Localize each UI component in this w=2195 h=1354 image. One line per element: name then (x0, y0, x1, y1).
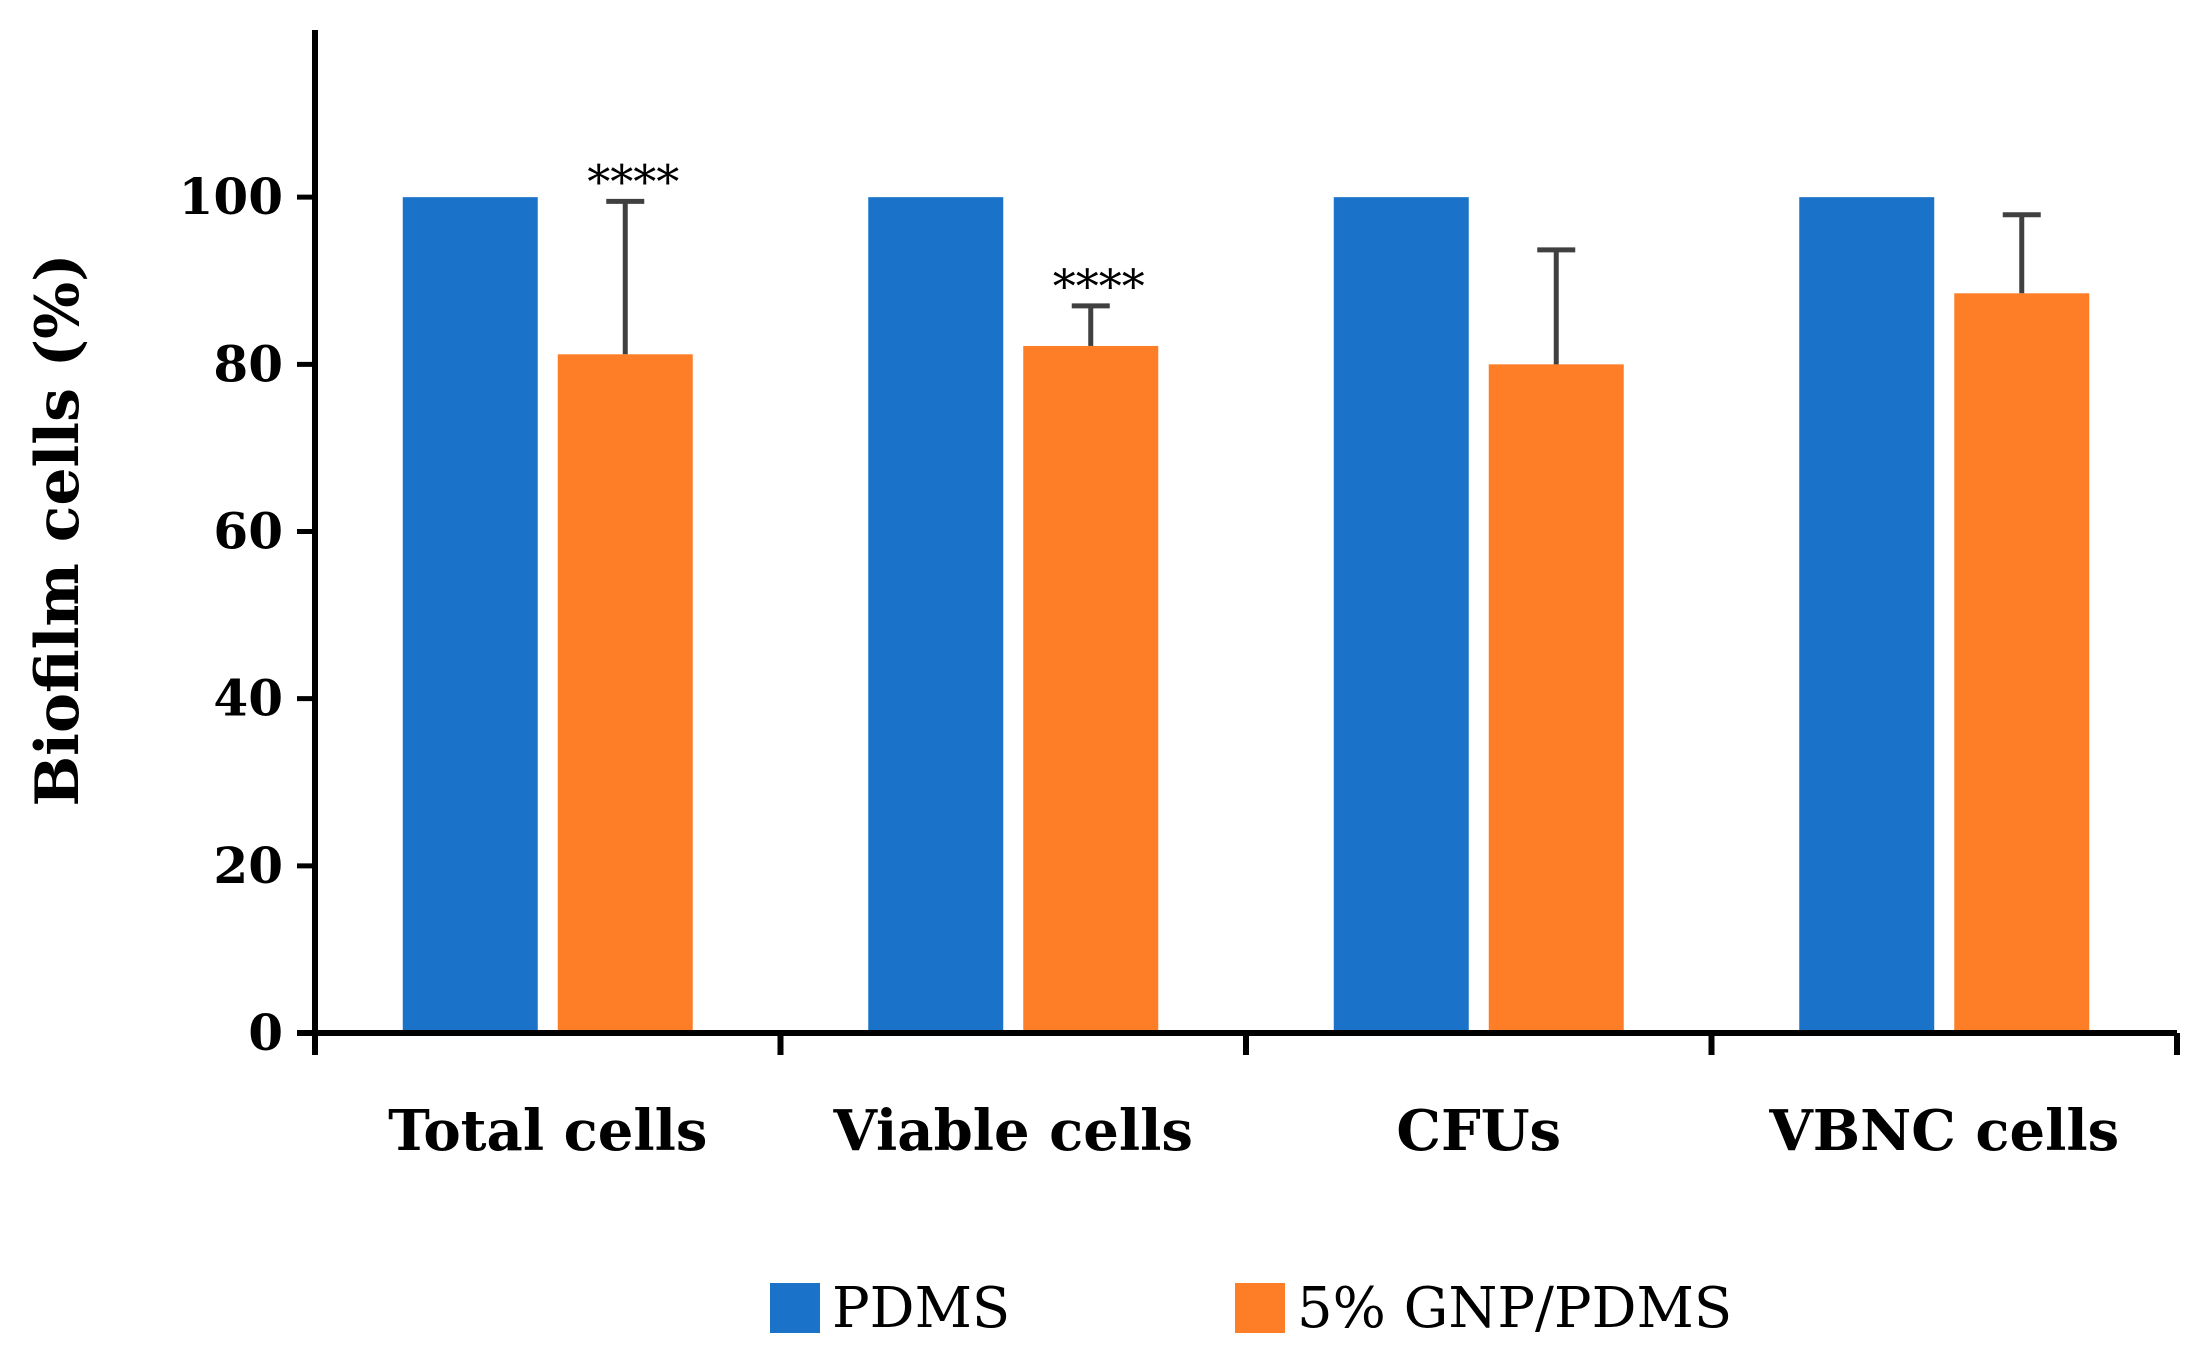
x-category-label: CFUs (1396, 1098, 1561, 1164)
significance-label-0: **** (587, 154, 679, 208)
significance-label-1: **** (1053, 259, 1145, 313)
x-axis: Total cells Viable cells CFUs VBNC cells (297, 1030, 2180, 1164)
bars-layer (402, 197, 2090, 1034)
y-tick-label: 0 (248, 1003, 283, 1062)
legend-swatch-pdms (770, 1283, 820, 1333)
y-tick-label: 60 (213, 502, 283, 561)
bar-gnp-pdms-2 (1488, 364, 1624, 1033)
y-axis-title: Biofilm cells (%) (23, 253, 93, 806)
bar-pdms-1 (868, 197, 1004, 1033)
legend-swatch-gnp-pdms (1235, 1283, 1285, 1333)
bar-pdms-0 (402, 197, 538, 1033)
legend-label-pdms: PDMS (832, 1276, 1010, 1341)
y-tick-label: 100 (179, 167, 283, 226)
y-axis: 0 20 40 60 80 100 (179, 30, 318, 1062)
legend-label-gnp-pdms: 5% GNP/PDMS (1297, 1276, 1732, 1341)
y-tick-label: 80 (213, 334, 283, 393)
y-tick-label: 20 (213, 836, 283, 895)
error-bars-layer: **** **** (587, 154, 2041, 365)
legend: PDMS 5% GNP/PDMS (770, 1276, 1732, 1341)
x-category-label: Total cells (388, 1098, 707, 1164)
bar-pdms-3 (1799, 197, 1935, 1033)
bar-gnp-pdms-0 (557, 354, 693, 1033)
bar-pdms-2 (1333, 197, 1469, 1033)
bar-gnp-pdms-3 (1954, 293, 2090, 1034)
x-category-label: Viable cells (833, 1098, 1193, 1164)
bar-gnp-pdms-1 (1023, 345, 1159, 1033)
y-tick-label: 40 (213, 669, 283, 728)
x-category-label: VBNC cells (1768, 1098, 2119, 1164)
